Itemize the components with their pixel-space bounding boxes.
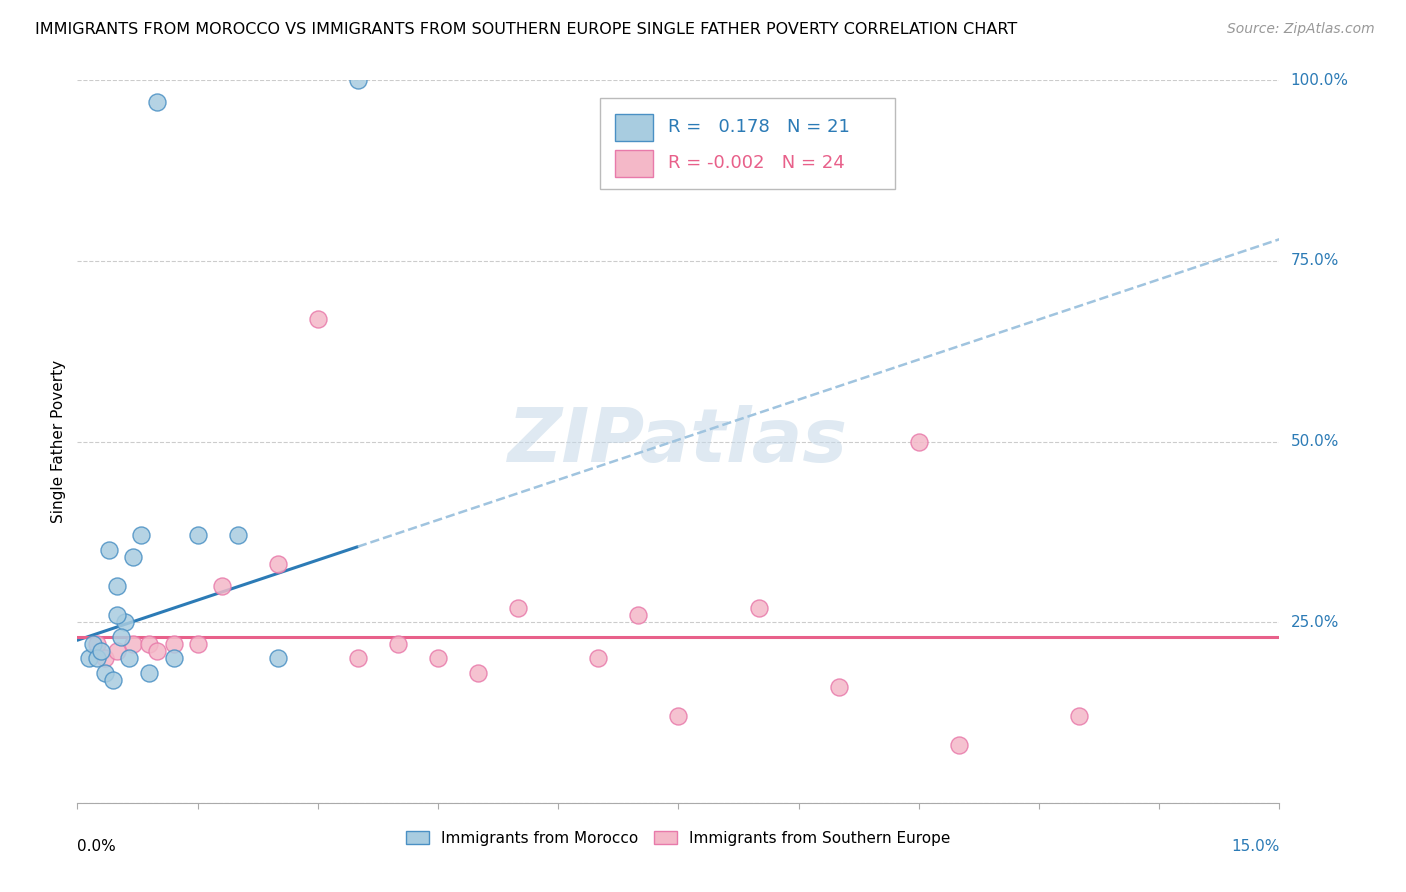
Point bbox=[226, 528, 249, 542]
Point bbox=[138, 665, 160, 680]
Point bbox=[828, 680, 851, 694]
FancyBboxPatch shape bbox=[614, 113, 654, 141]
Point bbox=[211, 579, 233, 593]
Point bbox=[427, 651, 450, 665]
Point bbox=[122, 637, 145, 651]
Point bbox=[186, 637, 209, 651]
Point bbox=[267, 558, 290, 572]
Point bbox=[82, 637, 104, 651]
Point bbox=[138, 637, 160, 651]
Point bbox=[118, 651, 141, 665]
Point bbox=[508, 600, 530, 615]
Point bbox=[387, 637, 409, 651]
Point bbox=[186, 528, 209, 542]
Point bbox=[86, 637, 108, 651]
Text: Source: ZipAtlas.com: Source: ZipAtlas.com bbox=[1227, 22, 1375, 37]
Text: 75.0%: 75.0% bbox=[1291, 253, 1339, 268]
Legend: Immigrants from Morocco, Immigrants from Southern Europe: Immigrants from Morocco, Immigrants from… bbox=[406, 830, 950, 846]
Text: 50.0%: 50.0% bbox=[1291, 434, 1339, 449]
Text: 25.0%: 25.0% bbox=[1291, 615, 1339, 630]
Point bbox=[146, 95, 169, 109]
Point bbox=[107, 607, 129, 622]
Text: 15.0%: 15.0% bbox=[1232, 838, 1279, 854]
Point bbox=[103, 673, 125, 687]
Point bbox=[131, 528, 153, 542]
Point bbox=[948, 738, 970, 752]
Point bbox=[94, 651, 117, 665]
Text: IMMIGRANTS FROM MOROCCO VS IMMIGRANTS FROM SOUTHERN EUROPE SINGLE FATHER POVERTY: IMMIGRANTS FROM MOROCCO VS IMMIGRANTS FR… bbox=[35, 22, 1018, 37]
Text: ZIPatlas: ZIPatlas bbox=[509, 405, 848, 478]
Point bbox=[668, 709, 690, 723]
Point bbox=[94, 665, 117, 680]
Point bbox=[307, 311, 329, 326]
Point bbox=[146, 644, 169, 658]
Point bbox=[110, 630, 132, 644]
FancyBboxPatch shape bbox=[614, 150, 654, 178]
Point bbox=[346, 651, 368, 665]
Point bbox=[162, 651, 184, 665]
Point bbox=[748, 600, 770, 615]
Point bbox=[114, 615, 136, 630]
Point bbox=[79, 651, 101, 665]
Point bbox=[467, 665, 489, 680]
Point bbox=[267, 651, 290, 665]
Point bbox=[86, 651, 108, 665]
Text: R = -0.002   N = 24: R = -0.002 N = 24 bbox=[668, 154, 845, 172]
Point bbox=[627, 607, 650, 622]
Point bbox=[346, 73, 368, 87]
Text: 0.0%: 0.0% bbox=[77, 838, 117, 854]
Point bbox=[98, 542, 121, 557]
FancyBboxPatch shape bbox=[600, 98, 894, 189]
Point bbox=[107, 579, 129, 593]
Point bbox=[1069, 709, 1091, 723]
Point bbox=[162, 637, 184, 651]
Point bbox=[908, 434, 931, 449]
Point bbox=[588, 651, 610, 665]
Text: 100.0%: 100.0% bbox=[1291, 73, 1348, 87]
Point bbox=[107, 644, 129, 658]
Point bbox=[122, 550, 145, 565]
Point bbox=[90, 644, 112, 658]
Text: R =   0.178   N = 21: R = 0.178 N = 21 bbox=[668, 119, 849, 136]
Y-axis label: Single Father Poverty: Single Father Poverty bbox=[51, 360, 66, 523]
